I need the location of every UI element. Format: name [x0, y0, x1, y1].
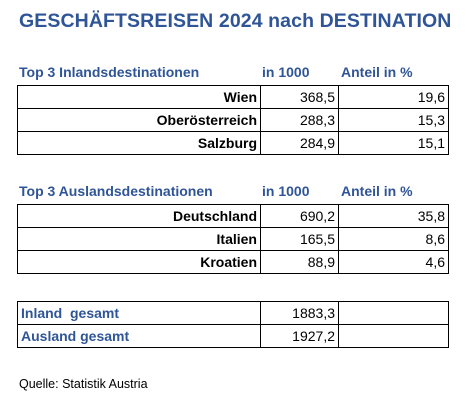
source-note: Quelle: Statistik Austria — [19, 377, 148, 391]
table-row: Italien 165,5 8,6 — [17, 227, 449, 251]
report-title: GESCHÄFTSREISEN 2024 nach DESTINATION — [19, 10, 452, 32]
share-value: 4,6 — [338, 250, 449, 274]
share-value: 15,1 — [338, 131, 449, 155]
table-row: Deutschland 690,2 35,8 — [17, 204, 449, 228]
total-share — [338, 324, 449, 348]
trips-value: 284,9 — [260, 131, 339, 155]
inland-col-value-header: in 1000 — [262, 64, 310, 80]
ausland-heading: Top 3 Auslandsdestinationen — [19, 183, 213, 199]
total-value: 1883,3 — [260, 301, 339, 325]
trips-value: 165,5 — [260, 227, 339, 251]
share-value: 8,6 — [338, 227, 449, 251]
table-row: Oberösterreich 288,3 15,3 — [17, 108, 449, 132]
trips-value: 690,2 — [260, 204, 339, 228]
ausland-col-value-header: in 1000 — [262, 183, 310, 199]
inland-col-share-header: Anteil in % — [341, 64, 413, 80]
destination-name: Kroatien — [17, 250, 261, 274]
destination-name: Italien — [17, 227, 261, 251]
share-value: 35,8 — [338, 204, 449, 228]
totals-table: Inland gesamt 1883,3 Ausland gesamt 1927… — [17, 301, 449, 348]
share-value: 19,6 — [338, 85, 449, 109]
trips-value: 288,3 — [260, 108, 339, 132]
trips-value: 368,5 — [260, 85, 339, 109]
inland-table: Wien 368,5 19,6 Oberösterreich 288,3 15,… — [17, 85, 449, 155]
total-share — [338, 301, 449, 325]
destination-name: Salzburg — [17, 131, 261, 155]
total-label: Inland gesamt — [17, 301, 261, 325]
table-row: Kroatien 88,9 4,6 — [17, 250, 449, 274]
table-row: Wien 368,5 19,6 — [17, 85, 449, 109]
inland-heading: Top 3 Inlandsdestinationen — [19, 64, 200, 80]
trips-value: 88,9 — [260, 250, 339, 274]
ausland-col-share-header: Anteil in % — [341, 183, 413, 199]
total-value: 1927,2 — [260, 324, 339, 348]
destination-name: Wien — [17, 85, 261, 109]
destination-name: Oberösterreich — [17, 108, 261, 132]
destination-name: Deutschland — [17, 204, 261, 228]
ausland-table: Deutschland 690,2 35,8 Italien 165,5 8,6… — [17, 204, 449, 274]
table-row: Ausland gesamt 1927,2 — [17, 324, 449, 348]
table-row: Inland gesamt 1883,3 — [17, 301, 449, 325]
share-value: 15,3 — [338, 108, 449, 132]
table-row: Salzburg 284,9 15,1 — [17, 131, 449, 155]
total-label: Ausland gesamt — [17, 324, 261, 348]
